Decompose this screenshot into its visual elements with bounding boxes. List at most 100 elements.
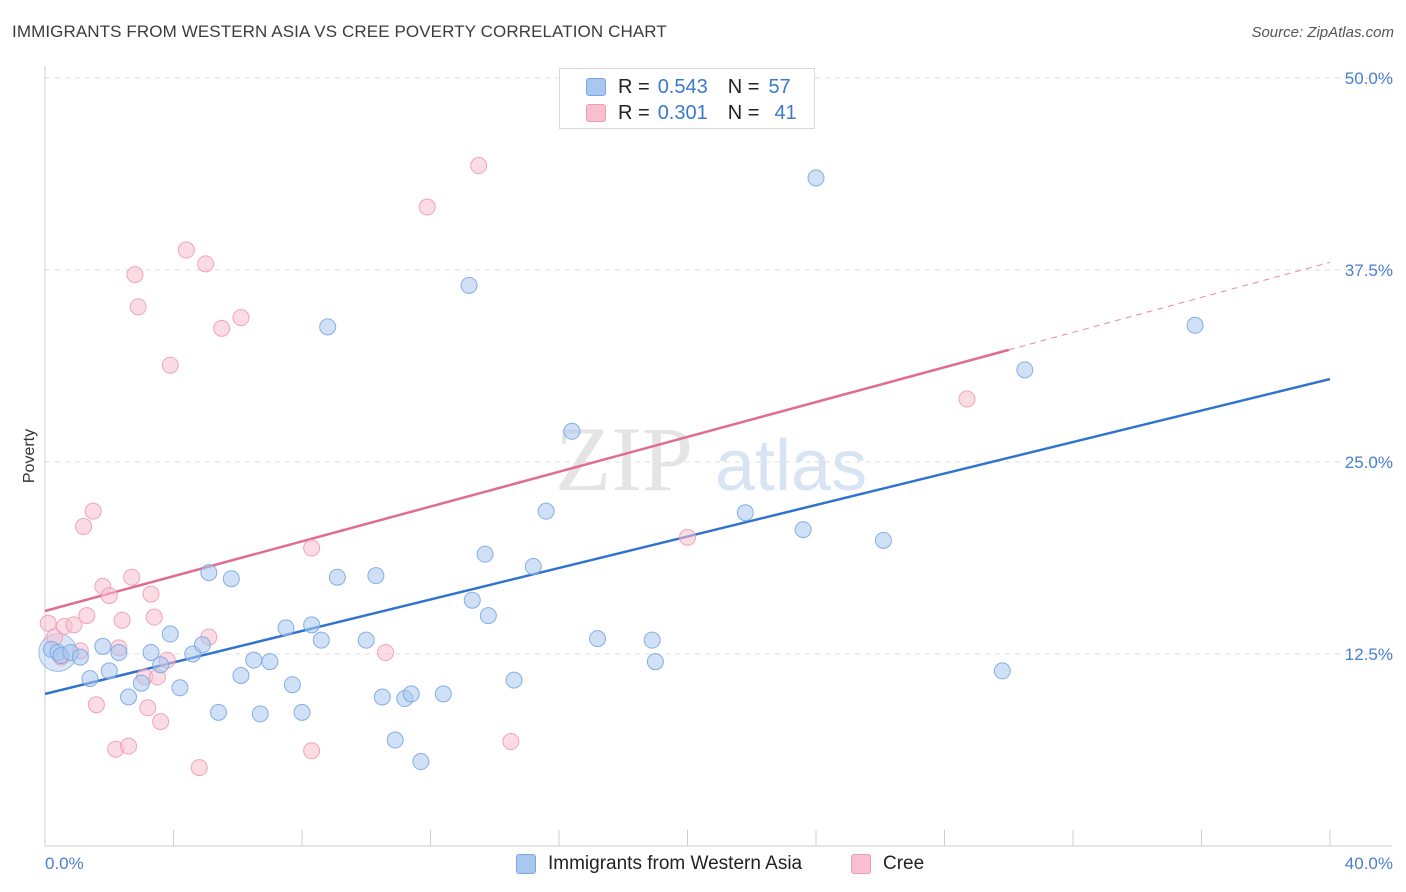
point-cree [190, 759, 208, 777]
legend-row-western-asia: R = 0.543 N = 57 [586, 74, 791, 100]
point-cree [87, 696, 105, 714]
point-western-asia [537, 502, 555, 520]
point-cree [84, 502, 102, 520]
point-western-asia [357, 631, 375, 649]
bottom-legend-swatch-pink [851, 854, 871, 874]
point-western-asia [293, 703, 311, 721]
point-western-asia [261, 653, 279, 671]
point-western-asia [1016, 361, 1034, 379]
point-cree [78, 607, 96, 625]
point-western-asia [874, 531, 892, 549]
point-cree [470, 157, 488, 175]
y-tick-label: 37.5% [1345, 261, 1393, 280]
point-cree [145, 608, 163, 626]
legend-r-value: 0.543 [657, 75, 708, 98]
point-western-asia [71, 648, 89, 666]
legend-n-label: N = [727, 75, 760, 98]
point-western-asia [367, 567, 385, 585]
y-tick-label: 12.5% [1345, 645, 1393, 664]
point-western-asia [505, 671, 523, 689]
point-cree [139, 699, 157, 717]
point-western-asia [646, 653, 664, 671]
point-western-asia [277, 619, 295, 637]
bottom-legend-swatch-blue [516, 854, 536, 874]
watermark-atlas: atlas [715, 426, 867, 506]
point-western-asia [152, 656, 170, 674]
legend-r-value: 0.301 [657, 101, 708, 124]
y-axis-label: Poverty [21, 429, 38, 483]
data-points [38, 157, 1204, 777]
axes: 12.5% 25.0% 37.5% 50.0% 0.0% 40.0% [44, 66, 1393, 873]
point-cree [100, 587, 118, 605]
point-western-asia [1186, 316, 1204, 334]
watermark: ZIP atlas [555, 408, 867, 510]
point-western-asia [319, 318, 337, 336]
point-western-asia [412, 753, 430, 771]
x-tick-label: 40.0% [1345, 854, 1393, 873]
point-western-asia [100, 662, 118, 680]
point-western-asia [736, 504, 754, 522]
point-western-asia [402, 685, 420, 703]
point-cree [65, 616, 83, 634]
legend-n-value: 57 [768, 75, 791, 98]
point-cree [75, 518, 93, 536]
point-cree [197, 255, 215, 273]
point-western-asia [232, 667, 250, 685]
trendline-cree-extension [1008, 261, 1331, 351]
legend-swatch-pink [586, 104, 606, 122]
legend-swatch-blue [586, 78, 606, 96]
point-cree [177, 241, 195, 259]
point-cree [126, 266, 144, 284]
point-western-asia [81, 670, 99, 688]
point-cree [120, 737, 138, 755]
legend-r-label: R = [618, 75, 650, 98]
point-cree [152, 713, 170, 731]
point-cree [418, 198, 436, 216]
y-tick-label: 50.0% [1345, 69, 1393, 88]
gridlines [45, 77, 1392, 655]
point-cree [232, 309, 250, 327]
point-cree [958, 390, 976, 408]
point-cree [129, 298, 147, 316]
point-western-asia [222, 570, 240, 588]
point-western-asia [434, 685, 452, 703]
point-western-asia [94, 637, 112, 655]
point-western-asia [193, 636, 211, 654]
point-western-asia [312, 631, 330, 649]
point-western-asia [460, 276, 478, 294]
legend-n-value: 41 [774, 101, 797, 124]
point-cree [39, 614, 57, 632]
bottom-legend-label: Immigrants from Western Asia [548, 853, 803, 874]
x-tick-label: 0.0% [45, 854, 84, 873]
point-western-asia [373, 688, 391, 706]
bottom-legend-label: Cree [883, 853, 925, 874]
y-tick-label: 25.0% [1345, 453, 1393, 472]
point-cree [303, 742, 321, 760]
point-western-asia [110, 643, 128, 661]
point-western-asia [807, 169, 825, 187]
chart-title: IMMIGRANTS FROM WESTERN ASIA VS CREE POV… [12, 22, 667, 41]
point-western-asia [132, 674, 150, 692]
point-western-asia [161, 625, 179, 643]
point-cree [142, 585, 160, 603]
point-western-asia [563, 422, 581, 440]
point-western-asia [524, 557, 542, 575]
point-western-asia [463, 591, 481, 609]
point-cree [213, 319, 231, 337]
point-cree [502, 733, 520, 751]
source-credit: Source: ZipAtlas.com [1251, 24, 1394, 41]
point-cree [679, 528, 696, 546]
point-western-asia [283, 676, 301, 694]
point-western-asia [142, 643, 160, 661]
point-western-asia [120, 688, 138, 706]
legend-n-label: N = [727, 101, 760, 124]
point-western-asia [303, 616, 321, 634]
point-cree [303, 539, 321, 557]
point-cree [113, 611, 131, 629]
point-western-asia [386, 731, 404, 749]
point-western-asia [479, 607, 497, 625]
point-western-asia [993, 662, 1011, 680]
point-cree [123, 568, 141, 586]
point-western-asia [171, 679, 189, 697]
